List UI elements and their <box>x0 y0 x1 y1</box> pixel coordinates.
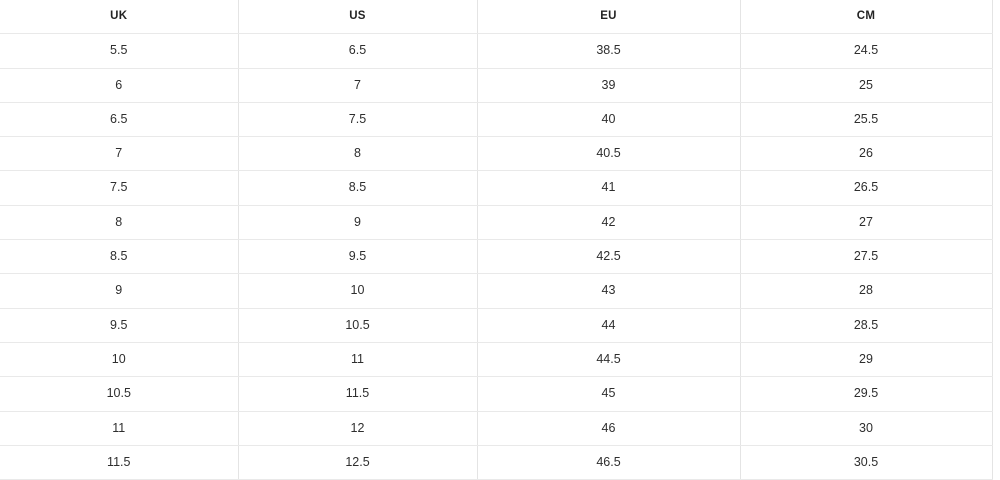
cell-uk: 10 <box>0 342 239 378</box>
cell-eu: 40.5 <box>477 136 741 172</box>
cell-spacer <box>992 34 1000 68</box>
cell-us: 12 <box>238 411 478 446</box>
cell-spacer <box>992 102 1000 136</box>
cell-uk: 5.5 <box>0 33 239 69</box>
cell-us: 10.5 <box>238 308 478 343</box>
cell-us: 7.5 <box>238 102 478 138</box>
table-row: 11.5 12.5 46.5 30.5 <box>0 445 1000 480</box>
cell-us: 8.5 <box>238 170 478 206</box>
cell-us: 9.5 <box>238 239 478 275</box>
cell-us: 11 <box>238 342 478 378</box>
table-row: 8.5 9.5 42.5 27.5 <box>0 239 1000 275</box>
cell-eu: 46 <box>477 411 741 446</box>
table-row: 6.5 7.5 40 25.5 <box>0 102 1000 138</box>
table-row: 8 9 42 27 <box>0 205 1000 241</box>
cell-uk: 11 <box>0 411 239 446</box>
cell-cm: 27.5 <box>740 239 993 275</box>
cell-uk: 6 <box>0 68 239 103</box>
cell-eu: 44.5 <box>477 342 741 378</box>
cell-spacer <box>992 240 1000 274</box>
cell-uk: 9 <box>0 273 239 309</box>
cell-eu: 42 <box>477 205 741 241</box>
cell-eu: 42.5 <box>477 239 741 275</box>
cell-us: 6.5 <box>238 33 478 69</box>
column-header-cm: CM <box>740 0 993 35</box>
cell-us: 9 <box>238 205 478 241</box>
cell-cm: 28.5 <box>740 308 993 343</box>
cell-cm: 30 <box>740 411 993 446</box>
cell-uk: 11.5 <box>0 445 239 480</box>
cell-uk: 8.5 <box>0 239 239 275</box>
cell-spacer <box>992 445 1000 479</box>
cell-spacer <box>992 274 1000 308</box>
table-header: UK US EU CM <box>0 0 1000 35</box>
cell-uk: 6.5 <box>0 102 239 138</box>
table-row: 10 11 44.5 29 <box>0 342 1000 378</box>
cell-spacer <box>992 68 1000 102</box>
cell-eu: 44 <box>477 308 741 343</box>
cell-eu: 45 <box>477 376 741 412</box>
cell-spacer <box>992 308 1000 342</box>
cell-uk: 7 <box>0 136 239 172</box>
cell-eu: 38.5 <box>477 33 741 69</box>
cell-cm: 28 <box>740 273 993 309</box>
cell-cm: 25.5 <box>740 102 993 138</box>
cell-us: 11.5 <box>238 376 478 412</box>
cell-cm: 29 <box>740 342 993 378</box>
cell-spacer <box>992 377 1000 411</box>
table-row: 9 10 43 28 <box>0 273 1000 309</box>
table-header-row: UK US EU CM <box>0 0 1000 35</box>
cell-uk: 10.5 <box>0 376 239 412</box>
cell-cm: 25 <box>740 68 993 103</box>
column-header-us: US <box>238 0 478 35</box>
cell-cm: 26 <box>740 136 993 172</box>
cell-cm: 24.5 <box>740 33 993 69</box>
cell-spacer <box>992 171 1000 205</box>
column-header-eu: EU <box>477 0 741 35</box>
column-header-uk: UK <box>0 0 239 35</box>
cell-uk: 9.5 <box>0 308 239 343</box>
cell-uk: 7.5 <box>0 170 239 206</box>
cell-cm: 30.5 <box>740 445 993 480</box>
table-row: 5.5 6.5 38.5 24.5 <box>0 33 1000 69</box>
column-header-spacer <box>992 0 1000 34</box>
cell-eu: 43 <box>477 273 741 309</box>
table-row: 6 7 39 25 <box>0 68 1000 103</box>
table-row: 9.5 10.5 44 28.5 <box>0 308 1000 343</box>
cell-cm: 29.5 <box>740 376 993 412</box>
table-row: 10.5 11.5 45 29.5 <box>0 376 1000 412</box>
cell-spacer <box>992 411 1000 445</box>
cell-spacer <box>992 342 1000 376</box>
cell-us: 7 <box>238 68 478 103</box>
cell-eu: 39 <box>477 68 741 103</box>
cell-us: 8 <box>238 136 478 172</box>
cell-eu: 40 <box>477 102 741 138</box>
cell-cm: 27 <box>740 205 993 241</box>
table-row: 11 12 46 30 <box>0 411 1000 446</box>
cell-spacer <box>992 137 1000 171</box>
cell-us: 10 <box>238 273 478 309</box>
cell-cm: 26.5 <box>740 170 993 206</box>
cell-eu: 41 <box>477 170 741 206</box>
table-body: 5.5 6.5 38.5 24.5 6 7 39 25 6.5 7.5 40 25.5 7 8 40.5 26… <box>0 33 1000 480</box>
cell-uk: 8 <box>0 205 239 241</box>
table-row: 7 8 40.5 26 <box>0 136 1000 172</box>
cell-eu: 46.5 <box>477 445 741 480</box>
cell-spacer <box>992 205 1000 239</box>
cell-us: 12.5 <box>238 445 478 480</box>
table-row: 7.5 8.5 41 26.5 <box>0 170 1000 206</box>
